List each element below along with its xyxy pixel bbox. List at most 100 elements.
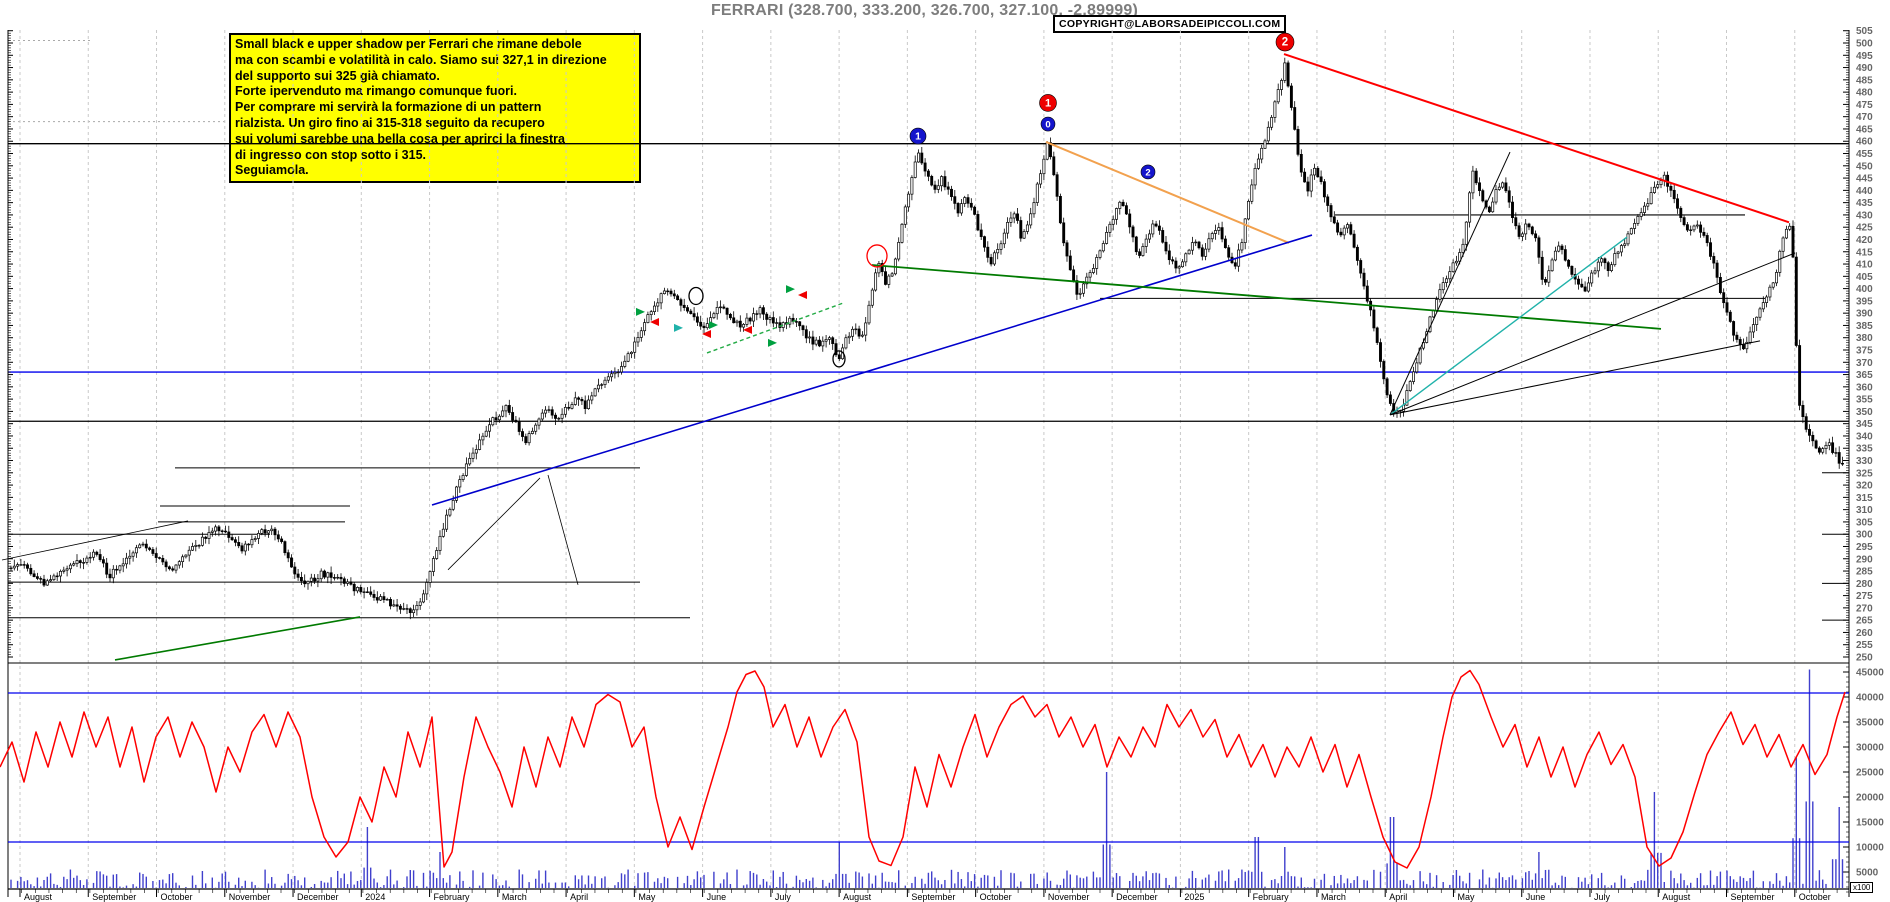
month-label: March [1321, 892, 1346, 902]
svg-text:285: 285 [1856, 567, 1873, 578]
month-label: October [1799, 892, 1831, 902]
svg-text:35000: 35000 [1856, 718, 1884, 729]
svg-text:485: 485 [1856, 75, 1873, 86]
svg-text:290: 290 [1856, 554, 1873, 565]
analyst-note: Small black e upper shadow per Ferrari c… [229, 33, 641, 184]
month-label: 2025 [1184, 892, 1204, 902]
svg-text:465: 465 [1856, 124, 1873, 135]
wave-count-badges: 1 1 0 2 2 [909, 32, 1295, 180]
svg-text:20000: 20000 [1856, 793, 1884, 804]
svg-text:365: 365 [1856, 370, 1873, 381]
month-label: November [1048, 892, 1090, 902]
svg-text:255: 255 [1856, 640, 1873, 651]
badge-0: 0 [1045, 119, 1050, 130]
month-label: June [1526, 892, 1546, 902]
svg-text:370: 370 [1856, 358, 1873, 369]
svg-text:450: 450 [1856, 161, 1873, 172]
svg-text:330: 330 [1856, 456, 1873, 467]
axes [7, 30, 1850, 897]
badge-1: 1 [1045, 97, 1051, 109]
month-label: 2024 [365, 892, 385, 902]
month-label: November [229, 892, 271, 902]
mini-trend-3 [547, 474, 579, 585]
svg-text:375: 375 [1856, 346, 1873, 357]
svg-text:470: 470 [1856, 112, 1873, 123]
svg-text:320: 320 [1856, 481, 1873, 492]
svg-text:275: 275 [1856, 591, 1873, 602]
green-dashed [706, 302, 844, 354]
svg-text:495: 495 [1856, 51, 1873, 62]
svg-text:250: 250 [1856, 653, 1873, 664]
svg-text:280: 280 [1856, 579, 1873, 590]
month-label: May [1457, 892, 1475, 902]
svg-text:340: 340 [1856, 431, 1873, 442]
volume-bars [10, 669, 1844, 888]
month-label: March [502, 892, 527, 902]
svg-text:435: 435 [1856, 198, 1873, 209]
mini-trend-2 [447, 477, 541, 571]
month-label: July [775, 892, 792, 902]
month-label: August [1662, 892, 1691, 902]
svg-text:325: 325 [1856, 468, 1873, 479]
month-label: September [1731, 892, 1775, 902]
month-label: May [638, 892, 656, 902]
signal-arrows [636, 285, 807, 347]
svg-text:260: 260 [1856, 628, 1873, 639]
month-gridlines [19, 30, 1796, 889]
svg-text:45000: 45000 [1856, 668, 1884, 679]
svg-text:10000: 10000 [1856, 843, 1884, 854]
svg-text:265: 265 [1856, 616, 1873, 627]
dotted-guides [8, 40, 228, 123]
svg-text:455: 455 [1856, 149, 1873, 160]
svg-text:410: 410 [1856, 260, 1873, 271]
svg-text:25000: 25000 [1856, 768, 1884, 779]
candlesticks [9, 57, 1844, 620]
month-label: August [843, 892, 872, 902]
price-axis: 2502552602652702752802852902953003053103… [8, 26, 1873, 664]
month-label: December [1116, 892, 1158, 902]
svg-text:30000: 30000 [1856, 743, 1884, 754]
badge-1: 1 [915, 130, 921, 142]
svg-text:310: 310 [1856, 505, 1873, 516]
black-fan-mid [1389, 252, 1796, 416]
svg-text:475: 475 [1856, 100, 1873, 111]
svg-text:395: 395 [1856, 296, 1873, 307]
mini-trend-1 [1, 520, 189, 561]
svg-text:460: 460 [1856, 137, 1873, 148]
svg-text:505: 505 [1856, 26, 1873, 37]
month-label: February [1253, 892, 1290, 902]
svg-text:425: 425 [1856, 223, 1873, 234]
volatility-guides [8, 692, 1849, 843]
trend-lines [1, 53, 1796, 661]
svg-text:480: 480 [1856, 88, 1873, 99]
black-fan-shallow [1389, 340, 1761, 416]
svg-text:500: 500 [1856, 39, 1873, 50]
svg-text:360: 360 [1856, 382, 1873, 393]
time-axis: August September October November December 20… [7, 889, 1838, 902]
month-label: September [92, 892, 136, 902]
svg-text:430: 430 [1856, 210, 1873, 221]
teal-fan [1389, 236, 1628, 416]
svg-text:390: 390 [1856, 309, 1873, 320]
red-resistance [1283, 53, 1790, 224]
badge-2: 2 [1282, 36, 1288, 48]
svg-text:315: 315 [1856, 493, 1873, 504]
chart-title: FERRARI (328.700, 333.200, 326.700, 327.… [710, 2, 1139, 19]
month-label: April [570, 892, 588, 902]
green-support [871, 264, 1662, 330]
svg-text:300: 300 [1856, 530, 1873, 541]
svg-text:270: 270 [1856, 603, 1873, 614]
month-label: October [161, 892, 193, 902]
month-label: April [1389, 892, 1407, 902]
month-label: September [911, 892, 955, 902]
month-label: August [24, 892, 53, 902]
svg-text:490: 490 [1856, 63, 1873, 74]
svg-text:5000: 5000 [1856, 868, 1879, 879]
volume-unit-label: x100 [1850, 882, 1874, 893]
svg-text:40000: 40000 [1856, 693, 1884, 704]
month-label: October [980, 892, 1012, 902]
green-bottom-left [114, 616, 361, 661]
svg-text:350: 350 [1856, 407, 1873, 418]
svg-text:380: 380 [1856, 333, 1873, 344]
